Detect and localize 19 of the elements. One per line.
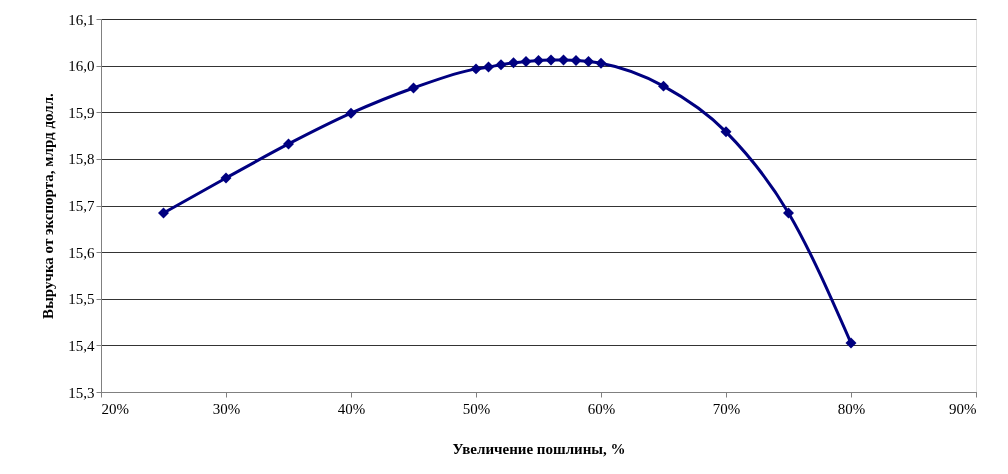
y-tick-label: 16,1 [68,11,95,28]
x-tick-label: 60% [587,400,616,417]
x-tick-label: 90% [949,400,977,417]
x-tick-label: 40% [337,400,366,417]
y-tick-label: 15,9 [68,104,95,121]
y-tick-label: 15,3 [68,384,95,401]
x-axis-title: Увеличение пошлины, % [452,440,626,457]
x-tick-label: 50% [462,400,491,417]
x-tick-label: 30% [212,400,241,417]
y-tick-label: 15,5 [68,291,95,308]
x-tick-label: 80% [837,400,866,417]
y-tick-label: 16,0 [68,58,95,75]
y-tick-label: 15,7 [68,198,95,214]
y-tick-label: 15,6 [68,244,95,261]
x-tick-label: 70% [712,400,741,417]
y-tick-label: 15,4 [68,337,95,354]
x-tick-label: 20% [101,400,129,417]
y-tick-label: 15,8 [68,151,95,168]
y-axis-title: Выручка от экспорта, млрд долл. [40,92,57,319]
